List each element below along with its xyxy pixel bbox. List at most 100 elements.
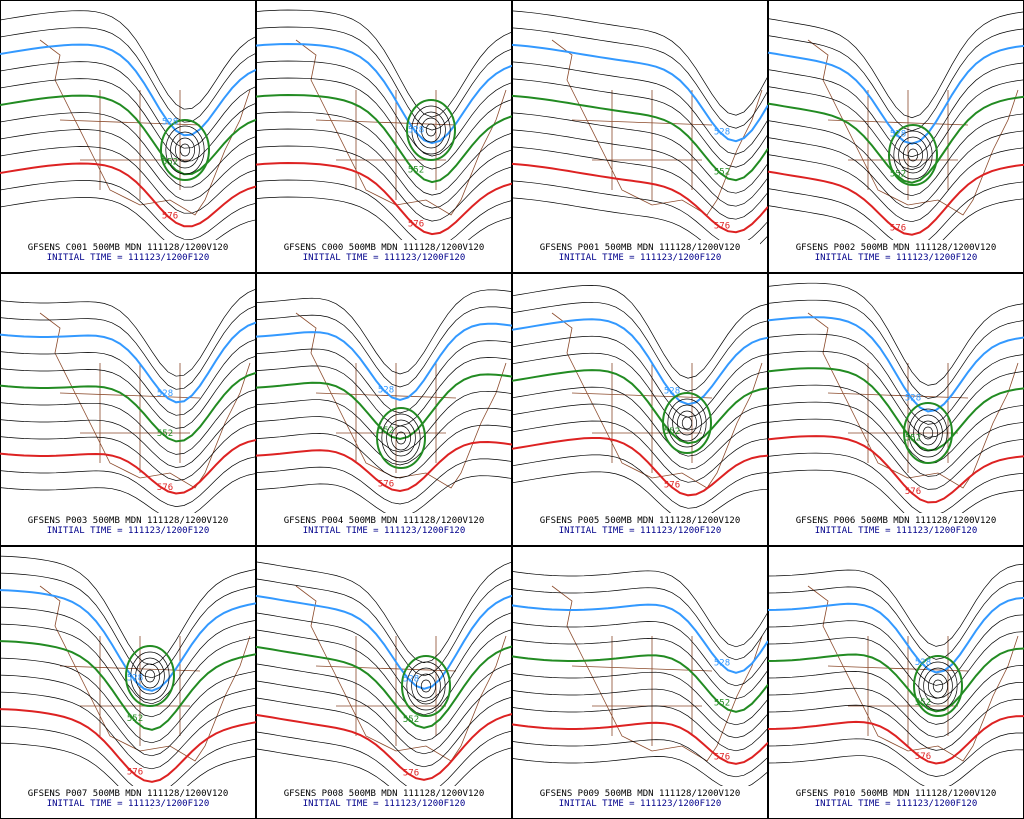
low-contour: [677, 410, 697, 436]
contour: [767, 147, 1024, 223]
key-contour: [767, 715, 1024, 765]
caption-bg: [520, 786, 760, 808]
contour-label: 576: [714, 221, 730, 231]
panel-title: GFSENS P006 500MB MDN 111128/1200V120: [796, 516, 996, 526]
contour: [511, 403, 769, 470]
contour: [767, 749, 1024, 790]
contour: [0, 78, 257, 162]
contour-label: 552: [403, 715, 419, 725]
contour: [511, 621, 769, 687]
key-contour: [255, 322, 513, 402]
caption-bg: [520, 513, 760, 535]
low-contour: [140, 663, 160, 689]
contour: [767, 469, 1024, 529]
low-contour: [179, 143, 191, 157]
contour: [767, 698, 1024, 751]
panel-subtitle: INITIAL TIME = 111123/1200F120: [303, 799, 466, 809]
key-contour: [255, 93, 513, 184]
contour: [511, 301, 769, 392]
low-contour: [416, 673, 436, 699]
panel-border: [256, 546, 512, 819]
contour: [767, 299, 1024, 399]
contour-label: 528: [905, 393, 921, 403]
low-contour: [903, 142, 923, 168]
contour: [255, 561, 513, 664]
contour: [255, 111, 513, 196]
contour: [511, 471, 769, 522]
contour-label: 528: [408, 125, 424, 135]
caption-bg: [8, 786, 248, 808]
low-contour: [160, 119, 210, 181]
contour: [255, 9, 513, 118]
contour: [511, 61, 769, 155]
panel-subtitle: INITIAL TIME = 111123/1200F120: [303, 253, 466, 263]
panel-subtitle: INITIAL TIME = 111123/1200F120: [559, 799, 722, 809]
contour: [767, 113, 1024, 197]
contour: [511, 587, 769, 661]
contour: [255, 128, 513, 209]
contour: [0, 180, 257, 240]
contour: [511, 454, 769, 509]
key-contour: [0, 321, 257, 404]
contour: [0, 725, 257, 796]
low-contour: [913, 655, 963, 717]
contour: [255, 60, 513, 157]
contour: [767, 681, 1024, 738]
panel-subtitle: INITIAL TIME = 111123/1200F120: [47, 253, 210, 263]
key-contour: [255, 594, 513, 690]
low-contour: [386, 419, 416, 457]
low-contour: [918, 661, 958, 711]
contour-label: 576: [714, 752, 730, 762]
contour: [255, 679, 513, 755]
key-contour: [0, 94, 257, 176]
panel-subtitle: INITIAL TIME = 111123/1200F120: [815, 526, 978, 536]
contour: [767, 282, 1024, 386]
panel-title: GFSENS P002 500MB MDN 111128/1200V120: [796, 243, 996, 253]
low-contour: [170, 131, 200, 169]
contour: [767, 732, 1024, 777]
contour: [767, 452, 1024, 516]
key-contour: [0, 371, 257, 443]
key-contour: [767, 367, 1024, 452]
coastline: [551, 39, 763, 216]
contour: [255, 77, 513, 170]
contour: [0, 61, 257, 149]
key-contour: [255, 645, 513, 729]
caption-bg: [8, 513, 248, 535]
contour-label: 576: [915, 752, 931, 762]
contour-label: 576: [157, 483, 173, 493]
contour: [511, 570, 769, 648]
contour: [767, 614, 1024, 686]
panel-title: GFSENS C001 500MB MDN 111128/1200V120: [28, 243, 228, 253]
key-contour: [511, 318, 769, 406]
key-contour: [0, 43, 257, 137]
contour: [0, 456, 257, 507]
low-contour: [918, 420, 938, 446]
contour-label: 528: [403, 675, 419, 685]
contour: [767, 384, 1024, 464]
contour-label: 552: [162, 158, 178, 168]
contour-label: 576: [664, 480, 680, 490]
key-contour: [511, 721, 769, 765]
contour: [767, 563, 1024, 647]
panel-border: [768, 0, 1024, 273]
contour: [0, 338, 257, 416]
contour: [0, 422, 257, 481]
contour-label: 552: [127, 714, 143, 724]
contour: [767, 631, 1024, 699]
contour: [0, 674, 257, 757]
contour: [0, 288, 257, 377]
low-contour: [907, 148, 919, 162]
contour-label: 528: [915, 658, 931, 668]
key-contour: [255, 440, 513, 493]
panel-title: GFSENS P004 500MB MDN 111128/1200V120: [284, 516, 484, 526]
low-contour: [667, 398, 707, 448]
map-panel: 528 552 576 GFSENS P005 500MB MDN 111128/12…: [511, 273, 769, 546]
contour-label: 528: [714, 658, 730, 668]
key-contour: [511, 369, 769, 445]
panel-border: [0, 273, 256, 546]
contour-label: 528: [162, 117, 178, 127]
contour-label: 552: [408, 166, 424, 176]
contour: [511, 129, 769, 207]
low-contour: [125, 645, 175, 707]
